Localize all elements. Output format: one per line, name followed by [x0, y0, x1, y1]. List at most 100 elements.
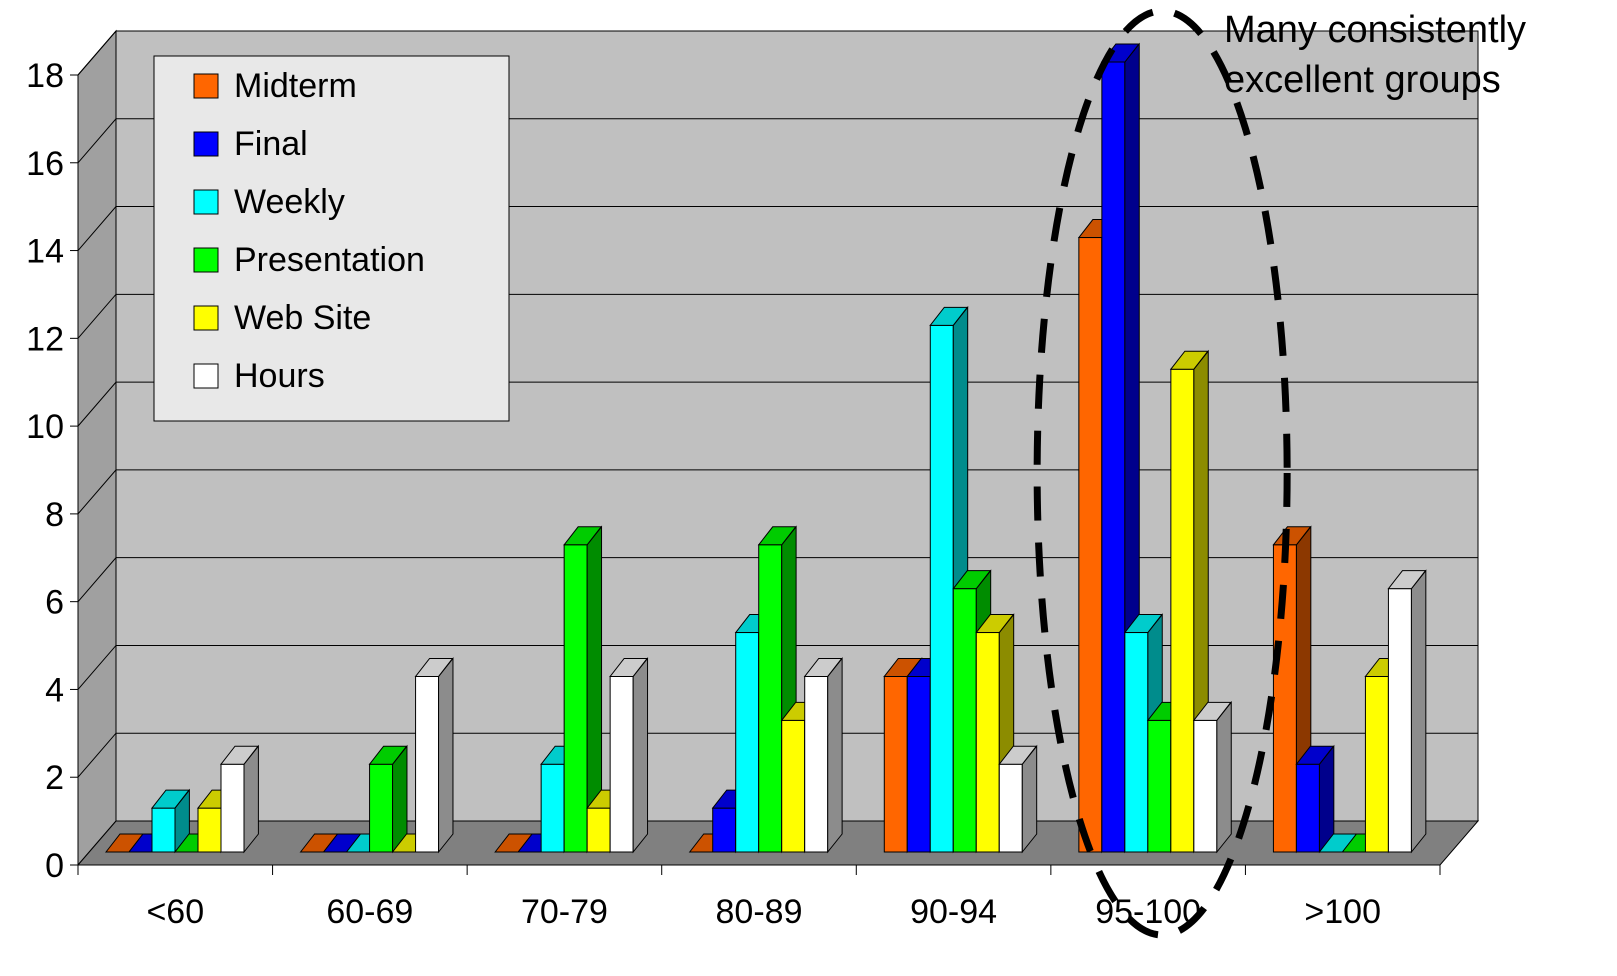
bar-presentation-80-89-front: [758, 544, 783, 853]
bar-hours-95-100: [1192, 700, 1232, 854]
legend-label-web-site: Web Site: [234, 299, 371, 337]
legend-label-final: Final: [234, 125, 308, 163]
bar-presentation-70-79-top: [563, 526, 603, 546]
x-tick-label: 90-94: [910, 893, 997, 931]
annotation-text-line: excellent groups: [1224, 59, 1501, 101]
bar-hours-95-100-top: [1192, 701, 1232, 721]
bar-weekly-90-94-top: [929, 306, 969, 326]
bar-weekly-60-top: [150, 789, 191, 809]
highlight-ellipse: [1033, 7, 1291, 939]
bar-hours-100: [1387, 569, 1427, 854]
y-tick-label: 18: [26, 57, 64, 95]
bar-hours-70-79-side: [632, 657, 649, 854]
bar-web-site-95-100-top: [1169, 350, 1209, 370]
bar-hours-60-top: [219, 745, 260, 765]
bar-final-95-100-front: [1101, 61, 1126, 853]
bar-hours-70-79-top: [609, 657, 649, 677]
bar-hours-70-79-front: [609, 675, 634, 853]
bar-hours-90-94: [998, 744, 1038, 854]
y-tick-label: 10: [26, 408, 64, 446]
bar-hours-60-69-side: [438, 657, 454, 854]
bar-weekly-95-100-top: [1123, 614, 1163, 634]
bar-midterm-90-94-front: [883, 675, 908, 853]
bar-weekly-90-94-front: [929, 324, 954, 853]
bar-hours-80-89-top: [803, 657, 843, 677]
bar-final-100-top: [1295, 745, 1335, 765]
bar-presentation-90-94-top: [952, 570, 992, 590]
bar-hours-90-94-front: [998, 763, 1023, 853]
legend-swatch-midterm: [193, 73, 219, 99]
bar-web-site-60-front: [197, 807, 222, 853]
y-tick-label: 4: [45, 671, 64, 709]
bar-weekly-95-100-front: [1124, 632, 1149, 853]
bar-hours-60: [219, 744, 260, 854]
bar-final-100-front: [1295, 763, 1320, 853]
x-tick-label: >100: [1304, 893, 1381, 931]
bar-presentation-80-89-top: [757, 526, 797, 546]
legend-label-midterm: Midterm: [234, 67, 357, 105]
bar-hours-95-100-front: [1193, 719, 1218, 853]
y-tick-label: 8: [45, 496, 64, 534]
bar-midterm-95-100-front: [1078, 237, 1103, 853]
y-tick-label: 0: [45, 847, 64, 885]
gridline: [77, 557, 1478, 602]
bar-presentation-70-79: [563, 525, 603, 854]
gridline: [77, 30, 1478, 76]
y-tick-label: 12: [26, 320, 64, 358]
bar-hours-60-69-front: [415, 675, 440, 853]
gridline: [77, 206, 1478, 251]
bar-hours-95-100-side: [1216, 700, 1232, 854]
bar-hours-70-79: [609, 657, 649, 854]
legend-label-hours: Hours: [234, 357, 325, 395]
legend-swatch-hours: [193, 363, 219, 389]
chart-annotation: Many consistently excellent groups: [1033, 7, 1526, 939]
bar-web-site-90-94-front: [975, 632, 1000, 853]
legend-label-presentation: Presentation: [234, 241, 425, 279]
gridline: [77, 381, 1478, 427]
bar-web-site-80-89-front: [781, 719, 806, 853]
legend-label-weekly: Weekly: [234, 183, 345, 221]
bar-presentation-70-79-front: [563, 544, 588, 853]
legend-swatch-web-site: [193, 305, 219, 331]
bar-hours-90-94-top: [998, 745, 1038, 765]
bar-final-100: [1295, 744, 1335, 854]
bar-weekly-60-front: [151, 807, 176, 853]
y-tick-label: 14: [26, 233, 64, 271]
gridline: [77, 732, 1478, 778]
chart-bars: [104, 42, 1427, 854]
bar-weekly-60: [150, 788, 191, 854]
bar-hours-60-69-top: [414, 657, 454, 677]
legend-swatch-presentation: [193, 247, 219, 273]
gridline: [77, 293, 1478, 339]
x-tick-label: 70-79: [521, 893, 608, 931]
bar-weekly-70-79-front: [540, 763, 565, 853]
chart-gridlines: [77, 30, 1478, 778]
bar-hours-100-top: [1387, 570, 1427, 590]
bar-web-site-95-100-front: [1170, 368, 1195, 853]
bar-hours-100-front: [1387, 588, 1412, 853]
y-tick-label: 16: [26, 145, 64, 183]
bar-final-90-94-front: [906, 675, 931, 853]
y-tick-label: 2: [45, 759, 64, 797]
bar-hours-60-front: [220, 763, 245, 853]
bar-final-80-89-front: [712, 807, 737, 853]
bar-web-site-90-94-top: [975, 614, 1015, 634]
bar-weekly-80-89-front: [735, 632, 760, 853]
bar-hours-80-89-side: [827, 657, 843, 854]
bar-web-site-100-front: [1364, 675, 1389, 853]
bar-hours-100-side: [1410, 569, 1427, 854]
legend-box: [153, 55, 510, 422]
chart-legend: Midterm Final Weekly Presentation Web Site Ho…: [153, 55, 510, 422]
bar-web-site-70-79-front: [586, 807, 611, 853]
bar-presentation-60-69: [368, 744, 408, 854]
gridline: [77, 469, 1478, 515]
bar-presentation-90-94-front: [952, 588, 977, 853]
bar-presentation-60-69-front: [369, 763, 394, 853]
bar-presentation-95-100-front: [1147, 719, 1172, 853]
bar-hours-60-69: [414, 657, 454, 854]
y-tick-label: 6: [45, 584, 64, 622]
legend-swatch-final: [193, 131, 219, 157]
